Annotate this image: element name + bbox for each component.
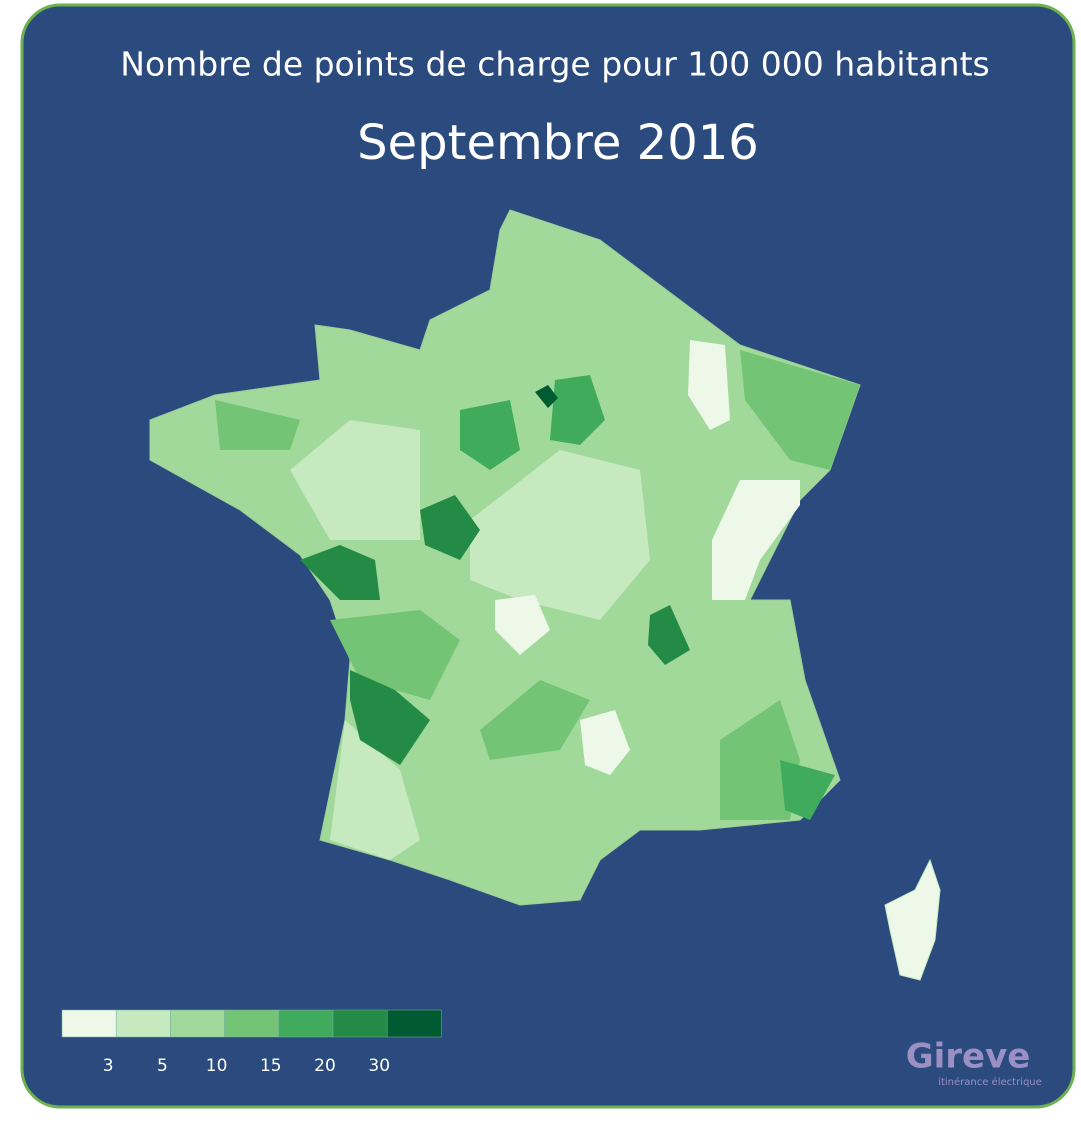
region-lightest	[580, 710, 630, 775]
region-lightest	[495, 595, 550, 655]
map-title: Nombre de points de charge pour 100 000 …	[120, 45, 989, 84]
legend-swatch	[170, 1009, 225, 1038]
region-mid	[720, 700, 800, 820]
legend-label: 3	[103, 1056, 114, 1076]
region-lightest	[712, 480, 800, 600]
legend-label: 30	[368, 1056, 390, 1076]
region-strong	[550, 375, 605, 445]
region-dark	[420, 495, 480, 560]
map-subtitle: Septembre 2016	[357, 115, 759, 171]
region-dark	[350, 670, 430, 765]
region-pale	[470, 450, 650, 620]
france-map	[149, 209, 941, 981]
legend-label: 20	[314, 1056, 336, 1076]
region-dark	[300, 545, 380, 600]
legend-swatch	[115, 1009, 171, 1038]
region-darkest	[535, 385, 558, 408]
region-strong	[460, 400, 520, 470]
legend-label: 15	[260, 1056, 282, 1076]
legend: 3 5 10 15 20 30	[61, 1009, 442, 1076]
legend-label: 10	[206, 1056, 228, 1076]
region-dark	[648, 605, 690, 665]
corsica	[884, 858, 941, 981]
region-pale	[290, 420, 420, 540]
brand-name: Gireve	[906, 1037, 1031, 1077]
region-mid	[480, 680, 590, 760]
legend-swatch	[386, 1009, 442, 1038]
region-mid	[215, 400, 300, 450]
legend-swatch	[278, 1009, 334, 1038]
legend-label: 5	[157, 1056, 168, 1076]
region-lightest	[688, 340, 730, 430]
region-pale	[330, 720, 420, 860]
brand-tagline: itinérance électrique	[938, 1076, 1042, 1088]
legend-swatch	[224, 1009, 280, 1038]
region-mid	[740, 350, 860, 470]
legend-swatch	[61, 1009, 117, 1038]
legend-swatch	[332, 1009, 388, 1038]
region-strong	[780, 760, 835, 820]
